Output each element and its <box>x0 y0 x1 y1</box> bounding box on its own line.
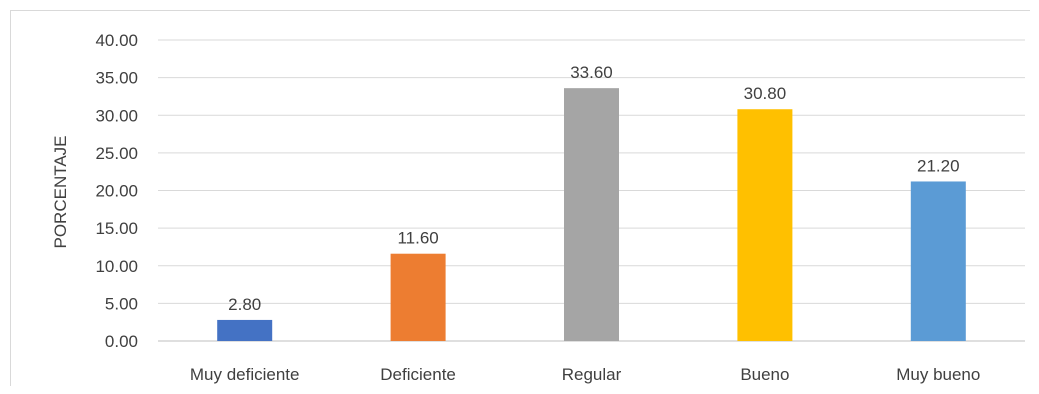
x-tick-label: Regular <box>562 365 622 384</box>
y-tick-label: 25.00 <box>95 144 138 163</box>
bar <box>910 181 966 341</box>
x-tick-label: Muy deficiente <box>190 365 300 384</box>
bars <box>217 88 966 341</box>
data-label: 21.20 <box>917 156 960 175</box>
data-label: 2.80 <box>228 295 261 314</box>
y-tick-label: 15.00 <box>95 219 138 238</box>
y-tick-label: 5.00 <box>105 294 138 313</box>
x-tick-label: Bueno <box>740 365 789 384</box>
y-axis-ticks: 0.00 5.00 10.00 15.00 20.00 25.00 30.00 35.00 40… <box>95 31 138 351</box>
x-tick-label: Deficiente <box>380 365 456 384</box>
data-label: 30.80 <box>744 84 787 103</box>
x-axis-ticks: Muy deficiente Deficiente Regular Bueno Muy … <box>190 365 980 384</box>
data-labels: 2.80 11.60 33.60 30.80 21.20 <box>228 63 959 314</box>
bar <box>390 253 446 341</box>
bar <box>217 319 273 341</box>
y-tick-label: 20.00 <box>95 182 138 201</box>
y-tick-label: 30.00 <box>95 106 138 125</box>
y-tick-label: 10.00 <box>95 257 138 276</box>
bar <box>737 109 793 341</box>
y-axis-title: PORCENTAJE <box>51 135 70 248</box>
bar <box>564 88 619 341</box>
chart-frame <box>10 10 1030 386</box>
y-tick-label: 35.00 <box>95 69 138 88</box>
data-label: 11.60 <box>397 229 438 248</box>
data-label: 33.60 <box>570 63 613 82</box>
y-tick-label: 40.00 <box>95 31 138 50</box>
x-tick-label: Muy bueno <box>896 365 980 384</box>
y-tick-label: 0.00 <box>105 332 138 351</box>
